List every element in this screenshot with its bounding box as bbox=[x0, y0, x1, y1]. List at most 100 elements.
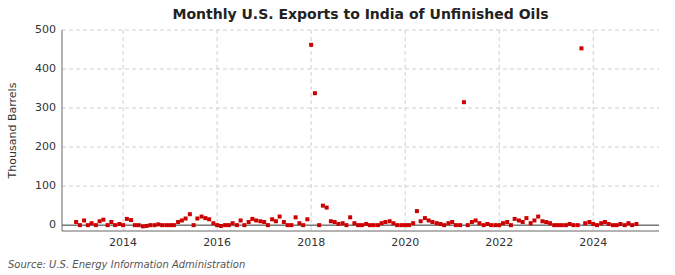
point bbox=[164, 223, 168, 227]
point bbox=[568, 222, 572, 226]
point bbox=[388, 219, 392, 223]
point bbox=[411, 221, 415, 225]
point bbox=[458, 223, 462, 227]
point bbox=[192, 223, 196, 227]
point bbox=[317, 223, 321, 227]
x-grid-line bbox=[593, 30, 594, 231]
point bbox=[466, 223, 470, 227]
point bbox=[242, 223, 246, 227]
y-grid-line bbox=[62, 30, 659, 31]
point bbox=[482, 223, 486, 227]
point bbox=[297, 221, 301, 225]
point bbox=[336, 222, 340, 226]
point bbox=[548, 221, 552, 225]
point bbox=[446, 221, 450, 225]
point bbox=[282, 220, 286, 224]
point bbox=[611, 223, 615, 227]
point bbox=[618, 222, 622, 226]
x-grid-line bbox=[499, 30, 500, 231]
x-tick-label: 2018 bbox=[297, 236, 325, 249]
point bbox=[419, 219, 423, 223]
point bbox=[395, 223, 399, 227]
point bbox=[289, 223, 293, 227]
point bbox=[454, 223, 458, 227]
point bbox=[227, 223, 231, 227]
x-grid-line bbox=[123, 30, 124, 231]
point bbox=[74, 220, 78, 224]
point bbox=[117, 222, 121, 226]
point bbox=[321, 204, 325, 208]
point bbox=[430, 220, 434, 224]
point bbox=[333, 220, 337, 224]
point bbox=[137, 223, 141, 227]
point bbox=[235, 223, 239, 227]
point bbox=[168, 223, 172, 227]
y-tick-label: 300 bbox=[35, 101, 56, 114]
point bbox=[368, 223, 372, 227]
x-tick-label: 2016 bbox=[203, 236, 231, 249]
point bbox=[231, 221, 235, 225]
x-grid-line bbox=[217, 30, 218, 231]
point bbox=[344, 223, 348, 227]
x-tick-label: 2014 bbox=[109, 236, 137, 249]
point bbox=[133, 223, 137, 227]
point bbox=[415, 209, 419, 213]
point bbox=[86, 223, 90, 227]
y-grid-line bbox=[62, 69, 659, 70]
chart: 0100200300400500201420162018202020222024… bbox=[0, 0, 675, 275]
point bbox=[286, 223, 290, 227]
y-grid-line bbox=[62, 147, 659, 148]
point bbox=[599, 221, 603, 225]
point bbox=[571, 223, 575, 227]
point bbox=[376, 223, 380, 227]
point bbox=[579, 46, 583, 50]
point bbox=[176, 220, 180, 224]
y-tick-label: 400 bbox=[35, 62, 56, 75]
point bbox=[101, 218, 105, 222]
point bbox=[160, 223, 164, 227]
point bbox=[399, 223, 403, 227]
point bbox=[262, 220, 266, 224]
point bbox=[90, 221, 94, 225]
point bbox=[98, 219, 102, 223]
point bbox=[309, 43, 313, 47]
point bbox=[82, 218, 86, 222]
x-axis-line bbox=[62, 231, 659, 232]
y-axis-line bbox=[62, 30, 63, 231]
point bbox=[121, 223, 125, 227]
point bbox=[501, 221, 505, 225]
point bbox=[564, 223, 568, 227]
point bbox=[540, 219, 544, 223]
point bbox=[583, 221, 587, 225]
point bbox=[493, 223, 497, 227]
point bbox=[360, 223, 364, 227]
point bbox=[188, 212, 192, 216]
point bbox=[383, 220, 387, 224]
point bbox=[172, 223, 176, 227]
point bbox=[591, 222, 595, 226]
point bbox=[254, 218, 258, 222]
point bbox=[391, 221, 395, 225]
x-tick-label: 2022 bbox=[485, 236, 513, 249]
point bbox=[305, 217, 309, 221]
point bbox=[274, 219, 278, 223]
y-axis-label: Thousand Barrels bbox=[6, 82, 19, 179]
point bbox=[603, 220, 607, 224]
point bbox=[615, 223, 619, 227]
point bbox=[78, 223, 82, 227]
point bbox=[341, 221, 345, 225]
point bbox=[477, 221, 481, 225]
x-tick-label: 2020 bbox=[391, 236, 419, 249]
point bbox=[623, 223, 627, 227]
point bbox=[153, 223, 157, 227]
point bbox=[438, 222, 442, 226]
point bbox=[219, 224, 223, 228]
point bbox=[247, 220, 251, 224]
point bbox=[442, 223, 446, 227]
point bbox=[129, 218, 133, 222]
point bbox=[497, 223, 501, 227]
point bbox=[576, 223, 580, 227]
point bbox=[509, 223, 513, 227]
y-grid-line bbox=[62, 186, 659, 187]
point bbox=[474, 218, 478, 222]
